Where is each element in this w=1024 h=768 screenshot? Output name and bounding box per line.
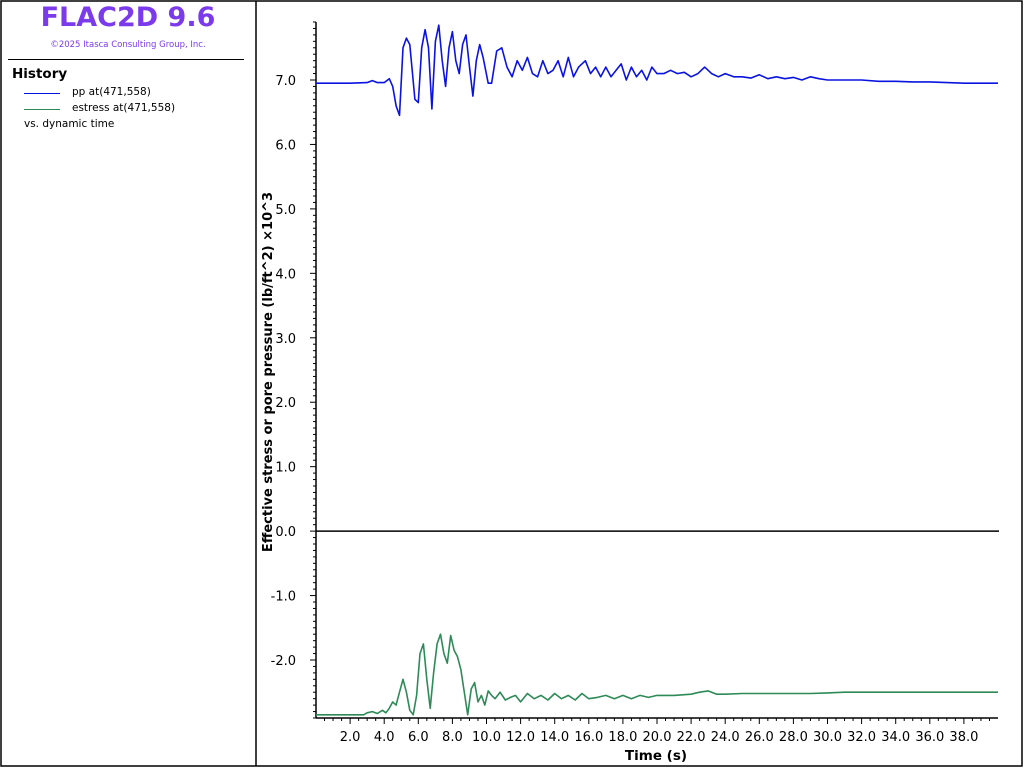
app-title: FLAC2D 9.6 <box>40 2 216 33</box>
x-tick-label: 22.0 <box>677 730 706 745</box>
x-tick-label: 34.0 <box>881 730 910 745</box>
legend-label-estress: estress at(471,558) <box>72 102 176 114</box>
x-variable-label: vs. dynamic time <box>24 118 115 130</box>
y-tick-label: 6.0 <box>275 138 296 153</box>
y-tick-label: 4.0 <box>275 267 296 282</box>
legend-swatch-pp <box>24 93 60 94</box>
x-tick-label: 28.0 <box>779 730 808 745</box>
title-separator <box>8 59 244 60</box>
x-tick-label: 38.0 <box>949 730 978 745</box>
x-axis-label: Time (s) <box>625 748 687 764</box>
x-tick-label: 20.0 <box>643 730 672 745</box>
history-sidebar: FLAC2D 9.6 ©2025 Itasca Consulting Group… <box>0 0 256 768</box>
x-tick-label: 30.0 <box>813 730 842 745</box>
x-tick-label: 18.0 <box>608 730 637 745</box>
copyright-notice: ©2025 Itasca Consulting Group, Inc. <box>50 40 206 50</box>
x-tick-label: 10.0 <box>472 730 501 745</box>
legend-heading: History <box>12 66 68 82</box>
y-axis-label: Effective stress or pore pressure (lb/ft… <box>261 192 276 552</box>
y-tick-label: -1.0 <box>271 590 296 605</box>
x-tick-label: 6.0 <box>408 730 429 745</box>
y-tick-label: 2.0 <box>275 396 296 411</box>
x-tick-label: 12.0 <box>506 730 535 745</box>
x-tick-label: 8.0 <box>442 730 463 745</box>
x-tick-label: 36.0 <box>915 730 944 745</box>
series-line-pp <box>316 24 998 117</box>
y-tick-label: 1.0 <box>275 461 296 476</box>
x-tick-label: 24.0 <box>711 730 740 745</box>
y-tick-label: 7.0 <box>275 74 296 89</box>
y-tick-label: 5.0 <box>275 203 296 218</box>
x-tick-label: 16.0 <box>574 730 603 745</box>
legend-label-pp: pp at(471,558) <box>72 86 151 98</box>
y-tick-label: -2.0 <box>271 654 296 669</box>
x-tick-label: 32.0 <box>847 730 876 745</box>
x-tick-label: 2.0 <box>340 730 361 745</box>
y-tick-label: 3.0 <box>275 332 296 347</box>
y-tick-label: 0.0 <box>275 525 296 540</box>
legend-swatch-estress <box>24 109 60 110</box>
series-line-estress <box>316 633 998 716</box>
x-tick-label: 14.0 <box>540 730 569 745</box>
x-tick-label: 4.0 <box>374 730 395 745</box>
x-tick-label: 26.0 <box>745 730 774 745</box>
